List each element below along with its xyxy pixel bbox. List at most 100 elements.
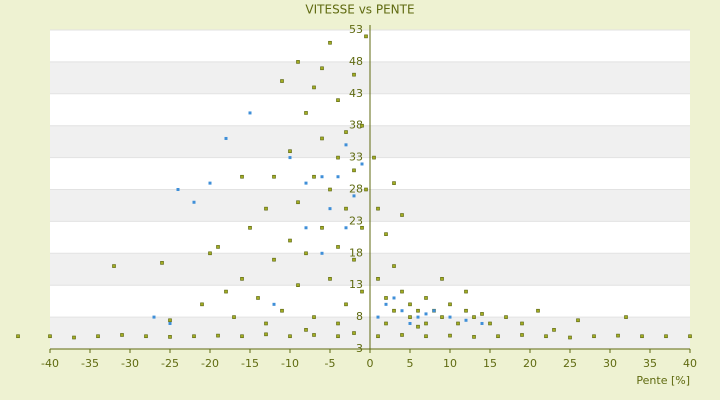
point (168, 318, 172, 323)
y-tick-label: 3 (356, 342, 363, 355)
point (352, 257, 356, 262)
point (224, 136, 228, 140)
point (448, 333, 452, 338)
point (424, 312, 428, 316)
point (280, 79, 284, 83)
x-tick-label: 25 (563, 357, 577, 370)
point (480, 321, 484, 325)
x-tick-label: 30 (603, 357, 617, 370)
point (240, 277, 244, 281)
point (376, 334, 380, 339)
point (264, 206, 268, 211)
point (216, 333, 220, 338)
point (384, 302, 388, 306)
point (200, 302, 204, 307)
point (544, 334, 548, 339)
point (344, 130, 348, 134)
y-tick-label: 33 (349, 151, 363, 164)
x-tick-label: 5 (407, 357, 414, 370)
point (160, 261, 164, 265)
point (240, 334, 244, 339)
point (448, 302, 452, 307)
point (344, 206, 348, 211)
point (408, 315, 412, 319)
point (320, 66, 324, 71)
point (312, 174, 316, 179)
x-tick-label: -30 (121, 357, 139, 370)
y-tick-label: 43 (349, 87, 363, 100)
point (376, 206, 380, 211)
point (336, 334, 340, 339)
point (372, 155, 376, 160)
point (400, 289, 404, 294)
x-tick-label: -15 (241, 357, 259, 370)
point (328, 187, 332, 192)
point (144, 334, 148, 339)
point (248, 111, 252, 115)
point (576, 318, 580, 323)
point (288, 238, 292, 243)
point (336, 155, 340, 160)
point (312, 315, 316, 319)
point (384, 296, 388, 300)
point (304, 181, 308, 185)
point (320, 225, 324, 230)
point (384, 321, 388, 326)
x-tick-label: 10 (443, 357, 457, 370)
point (112, 264, 116, 268)
point (336, 175, 340, 179)
point (352, 72, 356, 77)
y-tick-label: 28 (349, 183, 363, 196)
point (640, 334, 644, 339)
point (320, 175, 324, 179)
point (352, 168, 356, 173)
point (360, 162, 364, 166)
point (96, 334, 100, 339)
point (16, 334, 20, 339)
point (400, 333, 404, 337)
x-axis-label: Pente [%] (636, 374, 690, 387)
point (344, 226, 348, 230)
point (448, 315, 452, 319)
point (208, 181, 212, 185)
point (416, 308, 420, 313)
point (384, 232, 388, 236)
point (480, 312, 484, 316)
point (464, 308, 468, 313)
point (360, 289, 364, 294)
x-tick-label: 15 (483, 357, 497, 370)
point (424, 334, 428, 339)
point (296, 60, 300, 64)
point (216, 245, 220, 249)
point (624, 315, 628, 319)
point (424, 296, 428, 300)
x-tick-label: 20 (523, 357, 537, 370)
point (304, 251, 308, 256)
point (592, 334, 596, 339)
point (416, 324, 420, 329)
point (328, 40, 332, 45)
point (616, 333, 620, 338)
point (392, 296, 396, 300)
point (440, 277, 444, 281)
y-tick-label: 48 (349, 55, 363, 68)
point (272, 257, 276, 262)
x-tick-label: -5 (325, 357, 336, 370)
point (224, 289, 228, 294)
point (392, 181, 396, 185)
point (328, 207, 332, 211)
point (520, 321, 524, 326)
chart-title: VITESSE vs PENTE (305, 3, 414, 17)
point (496, 334, 500, 339)
point (400, 309, 404, 313)
y-tick-label: 13 (349, 278, 363, 291)
point (440, 315, 444, 319)
point (472, 335, 476, 339)
point (456, 321, 460, 326)
point (464, 289, 468, 294)
point (344, 302, 348, 307)
point (408, 321, 412, 325)
point (152, 315, 156, 319)
